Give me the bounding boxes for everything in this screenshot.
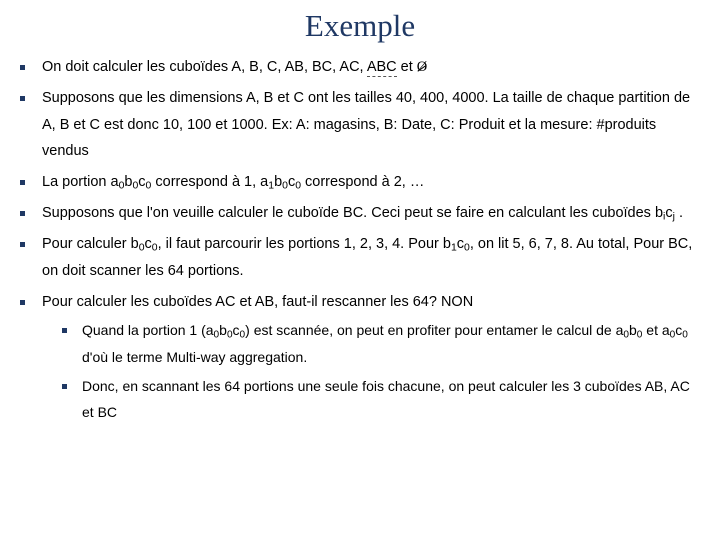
sub-bullet-item: Quand la portion 1 (a0b0c0) est scannée,… — [62, 318, 700, 371]
underlined-abc: ABC — [367, 59, 397, 77]
slide: Exemple On doit calculer les cuboïdes A,… — [0, 0, 720, 540]
bullet-text: b — [629, 322, 637, 338]
sub-bullet-item: Donc, en scannant les 64 portions une se… — [62, 374, 700, 426]
slide-title: Exemple — [20, 8, 700, 44]
bullet-text: c — [233, 322, 240, 338]
bullet-text: Pour calculer les cuboïdes AC et AB, fau… — [42, 294, 473, 310]
bullet-item: Pour calculer les cuboïdes AC et AB, fau… — [20, 289, 700, 426]
bullet-item: Supposons que l'on veuille calculer le c… — [20, 200, 700, 227]
bullet-text: c — [145, 236, 152, 252]
bullet-text: correspond à 1, a — [151, 174, 268, 190]
bullet-list: On doit calculer les cuboïdes A, B, C, A… — [20, 54, 700, 425]
bullet-text: Supposons que les dimensions A, B et C o… — [42, 90, 690, 160]
bullet-text: . — [675, 205, 683, 221]
bullet-text: b — [219, 322, 227, 338]
bullet-text: La portion a — [42, 174, 119, 190]
bullet-text: c — [665, 205, 672, 221]
bullet-text: On doit calculer les cuboïdes A, B, C, A… — [42, 59, 367, 75]
bullet-item: La portion a0b0c0 correspond à 1, a1b0c0… — [20, 169, 700, 196]
bullet-item: On doit calculer les cuboïdes A, B, C, A… — [20, 54, 700, 81]
bullet-text: b — [274, 174, 282, 190]
bullet-text: Quand la portion 1 (a — [82, 322, 214, 338]
sub-bullet-list: Quand la portion 1 (a0b0c0) est scannée,… — [42, 318, 700, 426]
bullet-text: , il faut parcourir les portions 1, 2, 3… — [158, 236, 451, 252]
bullet-text: c — [457, 236, 464, 252]
bullet-text: correspond à 2, … — [301, 174, 424, 190]
bullet-text: Pour calculer b — [42, 236, 139, 252]
emptyset-symbol: Ø — [417, 54, 427, 81]
bullet-item: Supposons que les dimensions A, B et C o… — [20, 85, 700, 165]
bullet-text: et a — [642, 322, 669, 338]
bullet-text: d'où le terme Multi-way aggregation. — [82, 349, 307, 365]
bullet-text: c — [138, 174, 145, 190]
bullet-text: ) est scannée, on peut en profiter pour … — [245, 322, 623, 338]
bullet-text: Supposons que l'on veuille calculer le c… — [42, 205, 663, 221]
bullet-item: Pour calculer b0c0, il faut parcourir le… — [20, 231, 700, 285]
bullet-text: et — [397, 59, 417, 75]
bullet-text: Donc, en scannant les 64 portions une se… — [82, 378, 690, 420]
subscript: 0 — [682, 329, 688, 340]
